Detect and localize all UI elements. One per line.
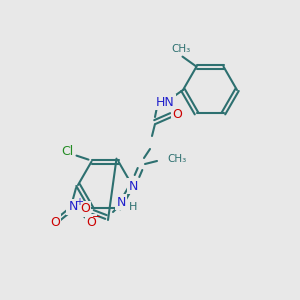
Text: N: N xyxy=(128,179,138,193)
Text: O: O xyxy=(50,215,60,229)
Text: O: O xyxy=(80,202,90,215)
Text: +: + xyxy=(75,197,83,207)
Text: O: O xyxy=(86,215,96,229)
Text: N: N xyxy=(116,196,126,208)
Text: H: H xyxy=(129,202,137,212)
Text: CH₃: CH₃ xyxy=(167,154,186,164)
Text: Cl: Cl xyxy=(61,145,74,158)
Text: HN: HN xyxy=(156,95,174,109)
Text: CH₃: CH₃ xyxy=(171,44,190,54)
Text: O: O xyxy=(172,107,182,121)
Text: −: − xyxy=(92,212,102,222)
Text: N: N xyxy=(68,200,78,214)
